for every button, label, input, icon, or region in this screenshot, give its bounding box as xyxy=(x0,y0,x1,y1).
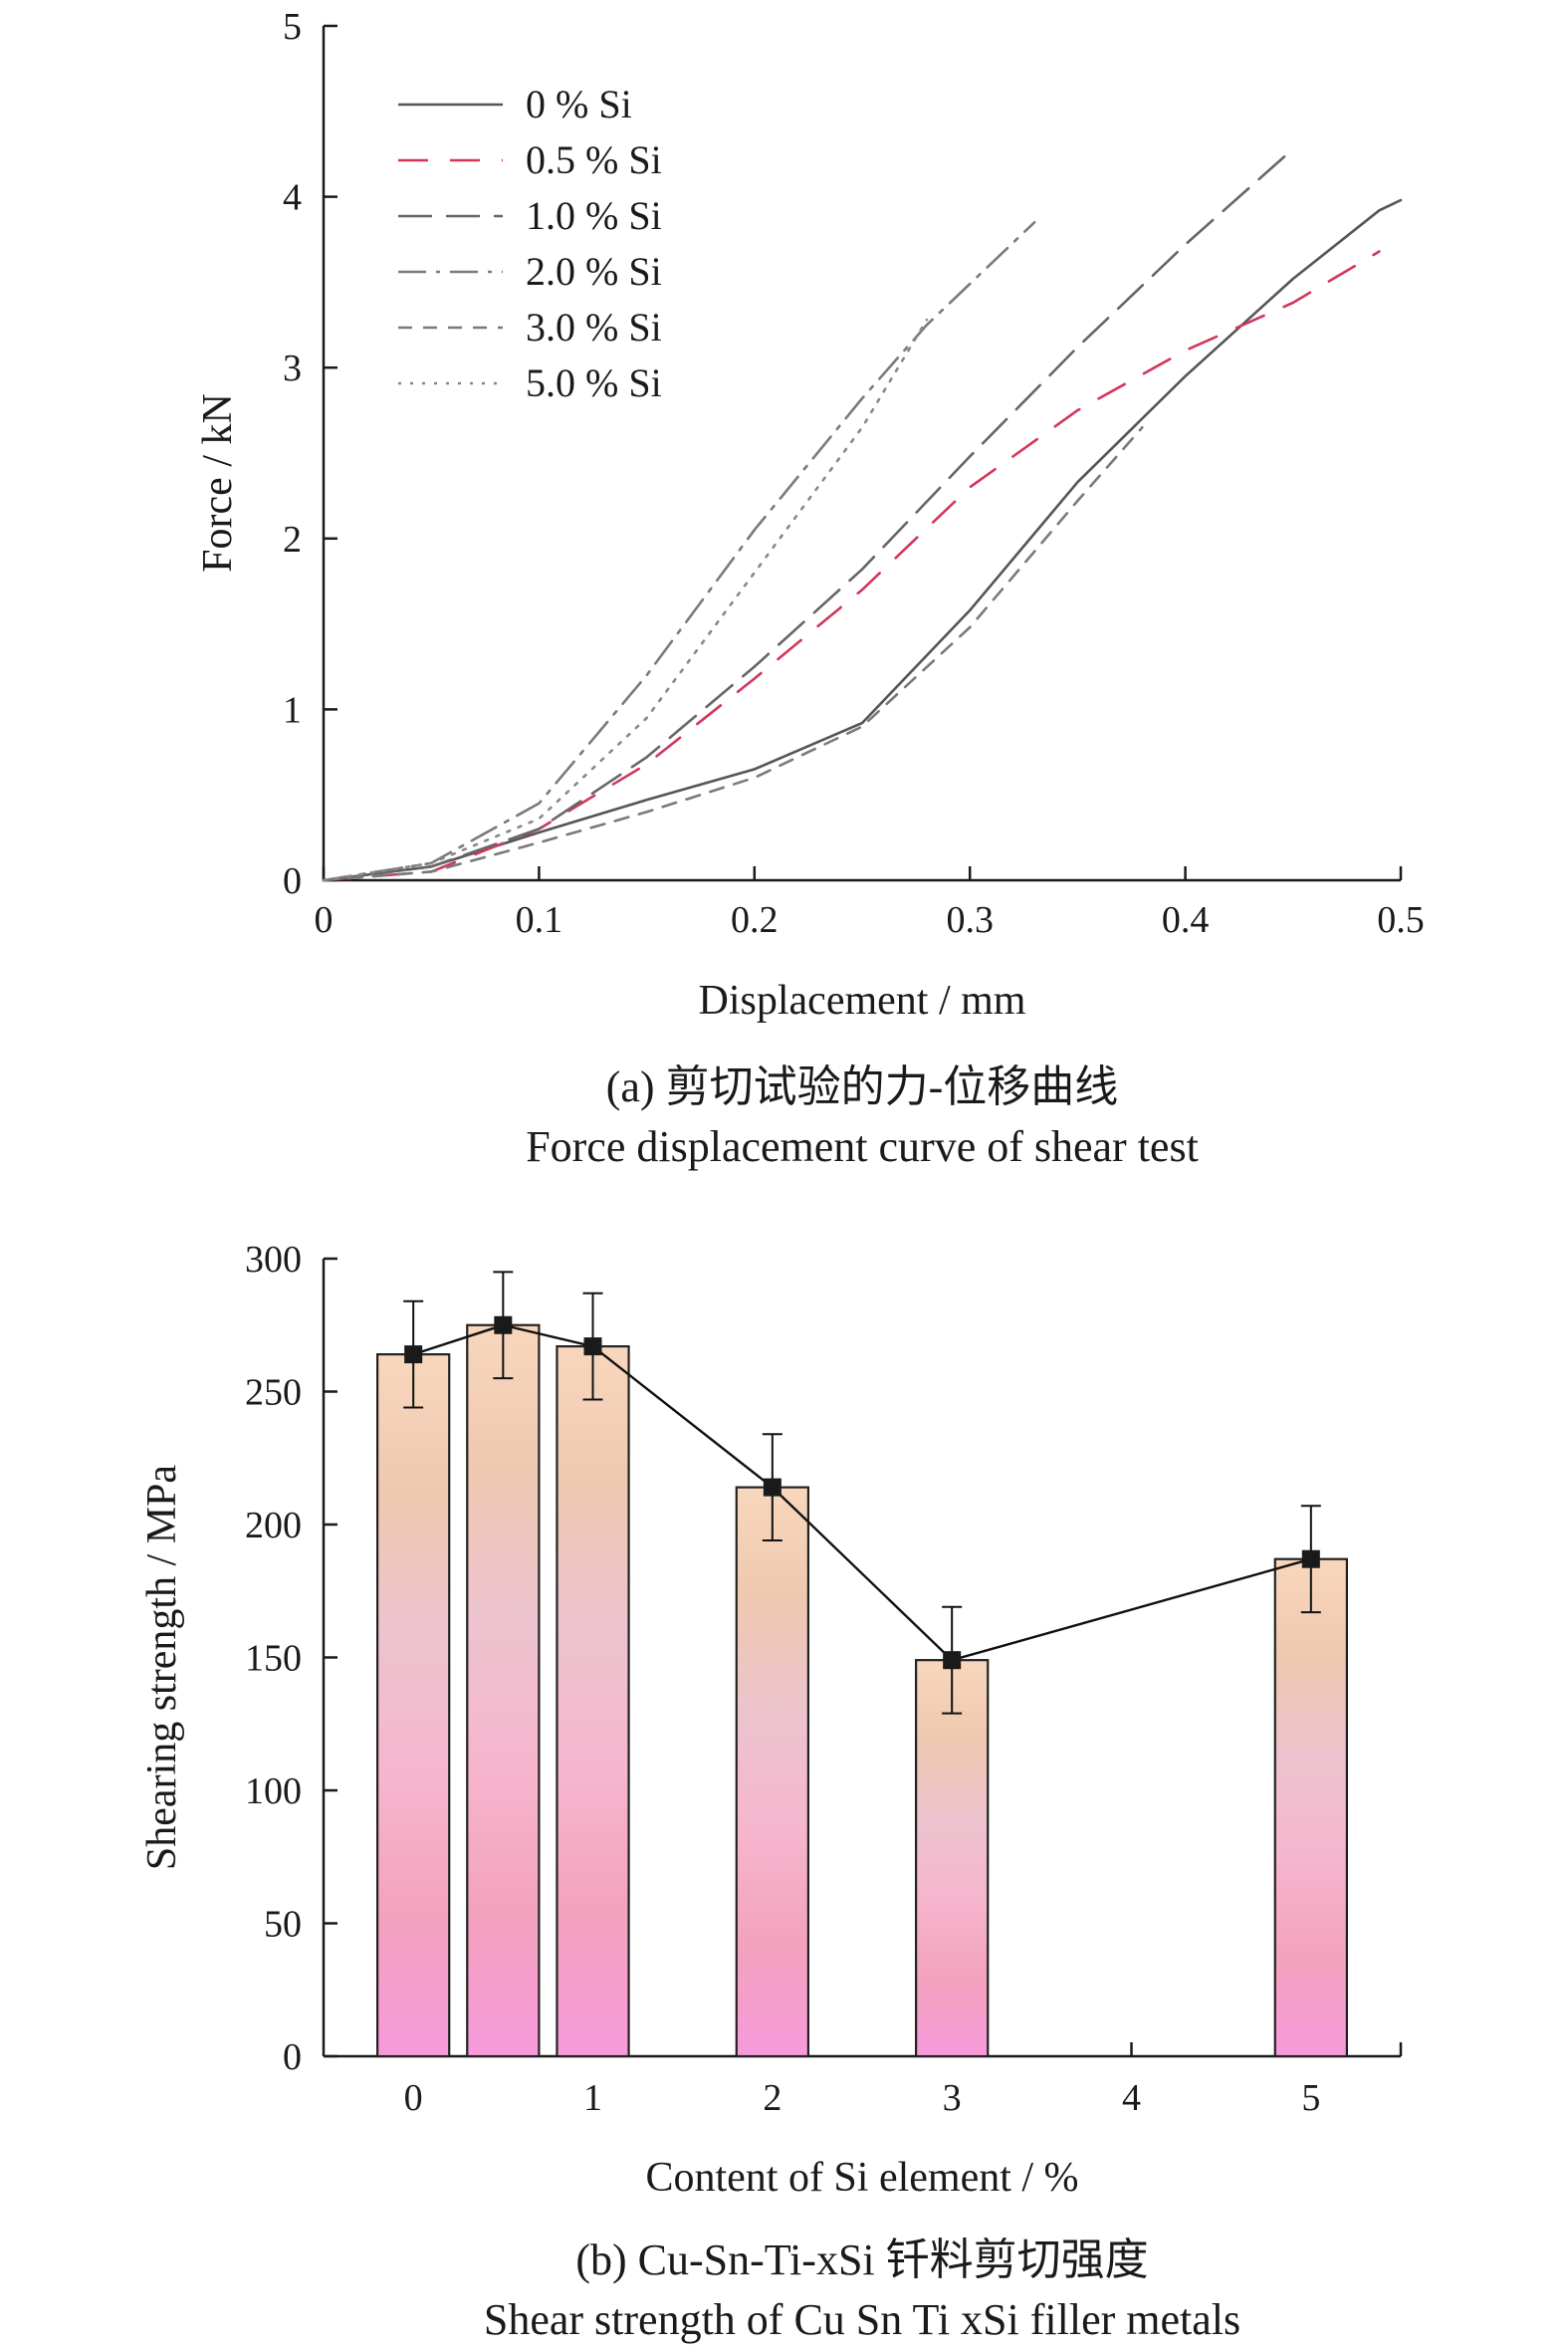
data-marker xyxy=(1301,1549,1320,1568)
bar xyxy=(735,1486,809,2058)
bar xyxy=(1273,1557,1349,2058)
y-tick-label-b: 100 xyxy=(245,1770,302,1812)
x-tick-label-a: 0.3 xyxy=(946,899,994,941)
y-tick-label-a: 2 xyxy=(283,519,302,561)
x-tick-label-a: 0.5 xyxy=(1377,899,1425,941)
data-marker xyxy=(404,1345,423,1364)
x-tick-label-b: 0 xyxy=(404,2077,423,2119)
x-tick-label-a: 0 xyxy=(315,899,334,941)
data-marker xyxy=(583,1337,602,1356)
chart-b-caption-cn: (b) Cu-Sn-Ti-xSi 钎料剪切强度 xyxy=(575,2235,1148,2284)
legend-label: 3.0 % Si xyxy=(526,305,662,350)
series-line xyxy=(322,250,1381,882)
x-tick-label-b: 3 xyxy=(943,2077,962,2119)
chart-a-caption-en: Force displacement curve of shear test xyxy=(526,1122,1199,1171)
force-displacement-chart: 0 0.1 0.2 0.3 0.4 0.5 0 1 2 3 4 5 Displacement / mm F… xyxy=(195,6,1425,1024)
y-tick-label-b: 250 xyxy=(245,1372,302,1414)
y-tick-label-a: 5 xyxy=(283,6,302,48)
y-tick-label-a: 0 xyxy=(283,860,302,902)
x-tick-label-b: 1 xyxy=(583,2077,602,2119)
y-tick-label-b: 300 xyxy=(245,1239,302,1281)
data-marker xyxy=(943,1651,962,1670)
bar xyxy=(466,1323,541,2058)
bar xyxy=(914,1659,990,2058)
y-tick-label-a: 4 xyxy=(283,177,302,219)
legend-label: 0.5 % Si xyxy=(526,137,662,182)
y-axis-label-b: Shearing strength / MPa xyxy=(139,1465,185,1870)
trend-line xyxy=(412,1323,1312,1662)
y-tick-label-b: 150 xyxy=(245,1638,302,1680)
x-tick-label-a: 0.2 xyxy=(731,899,779,941)
y-tick-label-a: 3 xyxy=(283,348,302,389)
bar xyxy=(556,1345,630,2058)
series-line xyxy=(322,221,1036,882)
legend-label: 1.0 % Si xyxy=(526,193,662,238)
series-line xyxy=(322,147,1295,882)
series-line xyxy=(322,318,929,882)
x-axis-label-a: Displacement / mm xyxy=(699,978,1026,1024)
chart-b-caption-en: Shear strength of Cu Sn Ti xSi filler me… xyxy=(484,2295,1240,2344)
y-axis-label-a: Force / kN xyxy=(195,393,241,573)
data-marker xyxy=(763,1478,782,1497)
x-tick-label-a: 0.1 xyxy=(516,899,563,941)
x-tick-label-b: 2 xyxy=(763,2077,782,2119)
y-tick-label-b: 0 xyxy=(283,2036,302,2078)
bar xyxy=(376,1353,451,2058)
legend-label: 5.0 % Si xyxy=(526,360,662,405)
series-line xyxy=(322,426,1144,882)
legend-label: 0 % Si xyxy=(526,82,632,126)
series-line xyxy=(322,198,1403,882)
x-axis-label-b: Content of Si element / % xyxy=(645,2155,1078,2201)
x-tick-label-a: 0.4 xyxy=(1162,899,1210,941)
chart-a-caption-cn: (a) 剪切试验的力-位移曲线 xyxy=(606,1062,1119,1111)
x-tick-label-b: 5 xyxy=(1301,2077,1320,2119)
y-tick-label-b: 50 xyxy=(264,1904,302,1946)
y-tick-label-a: 1 xyxy=(283,689,302,731)
x-tick-label-b: 4 xyxy=(1122,2077,1141,2119)
y-tick-label-b: 200 xyxy=(245,1505,302,1546)
legend-label: 2.0 % Si xyxy=(526,249,662,294)
data-marker xyxy=(494,1315,513,1334)
